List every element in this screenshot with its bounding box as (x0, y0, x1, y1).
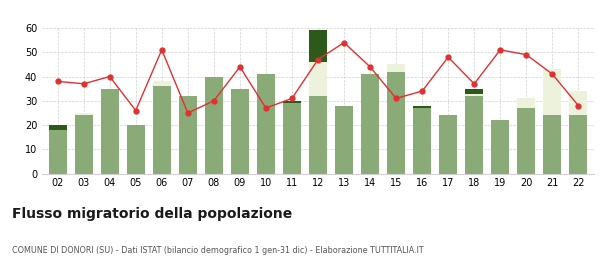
Text: Flusso migratorio della popolazione: Flusso migratorio della popolazione (12, 207, 292, 221)
Bar (439, 115, 457, 174)
Bar (543, 69, 562, 115)
Bar (205, 76, 223, 174)
Text: COMUNE DI DONORI (SU) - Dati ISTAT (bilancio demografico 1 gen-31 dic) - Elabora: COMUNE DI DONORI (SU) - Dati ISTAT (bila… (12, 246, 424, 255)
Bar (465, 94, 484, 96)
Bar (74, 113, 93, 115)
Bar (387, 64, 405, 72)
Bar (49, 125, 67, 130)
Bar (152, 81, 171, 86)
Bar (465, 96, 484, 174)
Bar (517, 108, 535, 174)
Bar (283, 103, 301, 174)
Bar (231, 89, 249, 174)
Bar (49, 130, 67, 174)
Bar (257, 74, 275, 174)
Bar (335, 106, 353, 174)
Bar (283, 101, 301, 103)
Bar (309, 96, 327, 174)
Bar (465, 89, 484, 94)
Bar (413, 108, 431, 174)
Bar (491, 120, 509, 174)
Bar (517, 98, 535, 108)
Bar (413, 106, 431, 108)
Bar (543, 115, 562, 174)
Bar (101, 89, 119, 174)
Bar (309, 31, 327, 62)
Bar (152, 86, 171, 174)
Bar (569, 115, 587, 174)
Bar (127, 125, 145, 174)
Bar (569, 91, 587, 115)
Bar (361, 74, 379, 174)
Bar (179, 96, 197, 174)
Bar (387, 72, 405, 174)
Bar (74, 115, 93, 174)
Bar (309, 62, 327, 96)
